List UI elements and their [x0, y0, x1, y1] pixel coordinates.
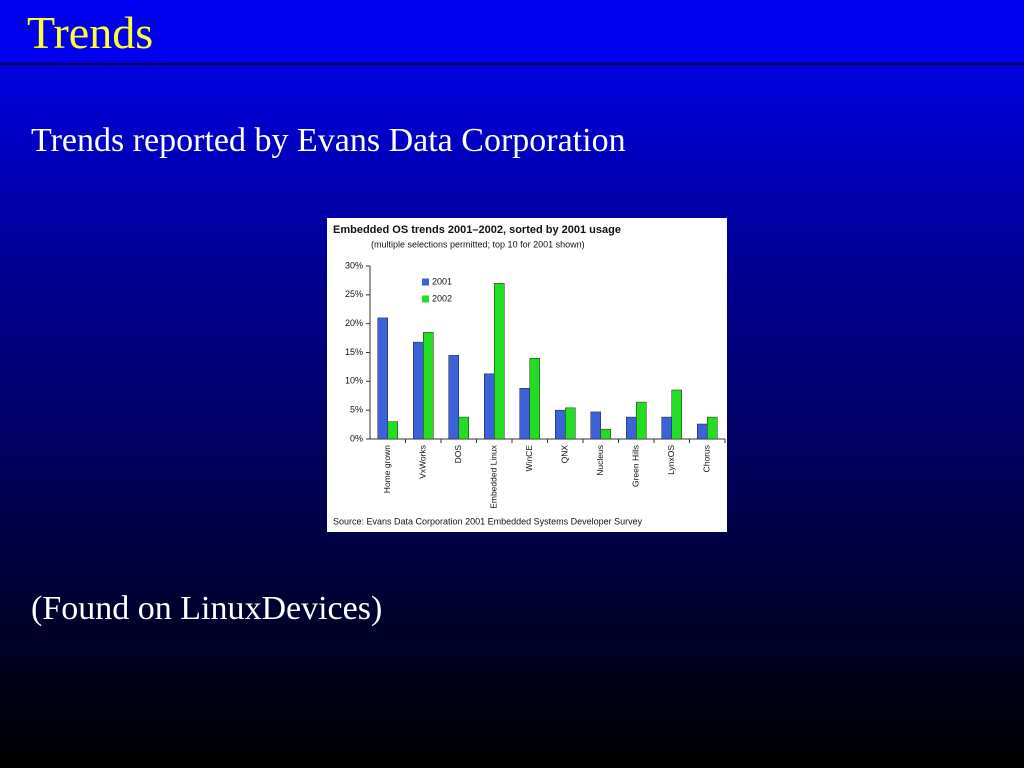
bar: [661, 416, 672, 440]
x-tick-label: Green Hills: [631, 445, 641, 487]
x-tick-label: QNX: [560, 445, 570, 464]
bar: [626, 416, 637, 440]
bar: [590, 411, 601, 440]
y-tick-label: 5%: [350, 405, 363, 415]
chart-subtitle: (multiple selections permitted; top 10 f…: [371, 239, 585, 249]
slide-footer: (Found on LinuxDevices): [31, 590, 383, 627]
y-tick-label: 15%: [345, 347, 363, 357]
bar: [413, 341, 424, 440]
slide-subtitle: Trends reported by Evans Data Corporatio…: [31, 122, 626, 159]
bar: [377, 317, 388, 440]
chart-title: Embedded OS trends 2001–2002, sorted by …: [333, 224, 621, 236]
bar: [423, 332, 434, 440]
bar: [519, 388, 530, 440]
x-tick-label: Home grown: [382, 445, 392, 493]
bar: [565, 407, 576, 440]
bar: [636, 401, 647, 440]
chart-source: Source: Evans Data Corporation 2001 Embe…: [333, 516, 643, 526]
bar: [671, 389, 682, 440]
bar: [529, 358, 540, 440]
x-tick-label: Nucleus: [595, 445, 605, 476]
x-tick-label: Chorus: [702, 445, 712, 472]
bar: [494, 283, 505, 440]
bar: [600, 428, 611, 440]
slide-title: Trends: [27, 7, 154, 58]
y-tick-label: 10%: [345, 376, 363, 386]
bar: [707, 416, 718, 440]
x-tick-label: DOS: [453, 445, 463, 464]
legend-swatch: [422, 295, 429, 303]
x-tick-label: VxWorks: [418, 445, 428, 479]
bar: [458, 416, 469, 440]
chart: Embedded OS trends 2001–2002, sorted by …: [327, 218, 727, 532]
y-tick-label: 30%: [345, 260, 363, 270]
y-tick-label: 25%: [345, 289, 363, 299]
y-tick-label: 20%: [345, 318, 363, 328]
x-tick-label: WinCE: [524, 445, 534, 472]
bar: [387, 421, 398, 440]
bar: [697, 423, 708, 440]
bar: [448, 355, 459, 440]
x-tick-label: Embedded Linux: [489, 444, 499, 509]
legend-label: 2001: [432, 276, 452, 286]
x-tick-label: LynxOS: [666, 445, 676, 475]
header-bar: [0, 0, 1024, 65]
bar: [484, 373, 495, 440]
bar: [555, 409, 566, 440]
legend-label: 2002: [432, 293, 452, 303]
y-tick-label: 0%: [350, 433, 363, 443]
legend-swatch: [422, 278, 429, 286]
